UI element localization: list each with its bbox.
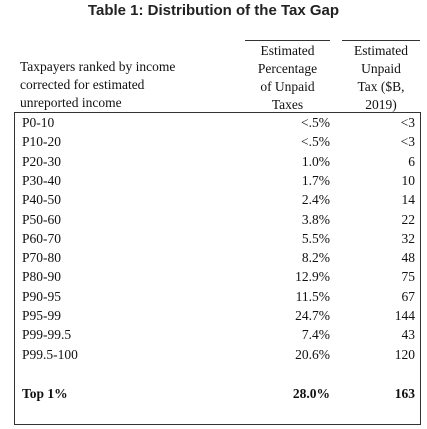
header-text: corrected for estimated — [20, 77, 145, 92]
cell-value: 75 — [401, 269, 416, 285]
header-text: Estimated — [354, 43, 408, 58]
header-text: Taxpayers ranked by income — [20, 59, 176, 74]
header-text: 2019) — [365, 97, 397, 112]
cell-value: 7.4% — [301, 327, 330, 343]
row-label: P95-99 — [22, 308, 62, 323]
header-rule — [245, 40, 330, 41]
row-label: Top 1% — [22, 386, 68, 401]
header-rule — [342, 40, 420, 41]
header-text: Taxes — [271, 97, 304, 112]
cell-value: <.5% — [301, 134, 330, 150]
cell-value: 2.4% — [301, 192, 330, 208]
cell-value: 1.7% — [301, 172, 330, 188]
table-title: Table 1: Distribution of the Tax Gap — [87, 2, 340, 19]
cell-value: 14 — [401, 192, 416, 208]
cell-value: <3 — [400, 134, 415, 150]
header-text: Unpaid — [361, 61, 401, 76]
row-label: P0-10 — [22, 115, 55, 130]
cell-value: 163 — [394, 386, 415, 401]
cell-value: 20.6% — [295, 346, 330, 362]
header-text: unreported income — [20, 95, 122, 110]
header-text: Tax ($B, — [357, 79, 405, 94]
row-label: P99.5-100 — [22, 346, 78, 362]
cell-value: 144 — [394, 308, 415, 323]
row-label: P80-90 — [22, 269, 62, 285]
cell-value: <.5% — [301, 115, 330, 130]
row-label: P90-95 — [22, 288, 62, 304]
cell-value: 24.7% — [295, 308, 330, 323]
cell-value: 28.0% — [292, 386, 330, 401]
cell-value: <3 — [400, 115, 415, 130]
header-text: Estimated — [260, 43, 315, 58]
header-text: of Unpaid — [260, 79, 315, 94]
cell-value: 11.5% — [295, 288, 330, 304]
cell-value: 5.5% — [301, 230, 330, 246]
row-label: P70-80 — [22, 250, 62, 266]
table-box — [14, 112, 421, 425]
cell-value: 1.0% — [301, 153, 330, 169]
row-label: P40-50 — [22, 192, 62, 208]
row-label: P30-40 — [22, 172, 62, 188]
cell-value: 32 — [401, 230, 416, 246]
header-text: Percentage — [257, 61, 318, 76]
cell-value: 8.2% — [301, 250, 330, 266]
cell-value: 120 — [394, 346, 415, 362]
cell-value: 67 — [401, 288, 416, 304]
row-label: P60-70 — [22, 230, 62, 246]
cell-value: 12.9% — [295, 269, 330, 285]
row-label: P50-60 — [22, 211, 62, 227]
cell-value: 6 — [408, 153, 415, 169]
row-label: P10-20 — [22, 134, 62, 150]
cell-value: 48 — [401, 250, 416, 266]
row-label: P20-30 — [22, 153, 62, 169]
cell-value: 43 — [401, 327, 416, 343]
cell-value: 22 — [401, 211, 416, 227]
row-label: P99-99.5 — [22, 327, 72, 343]
cell-value: 10 — [401, 172, 416, 188]
cell-value: 3.8% — [301, 211, 330, 227]
